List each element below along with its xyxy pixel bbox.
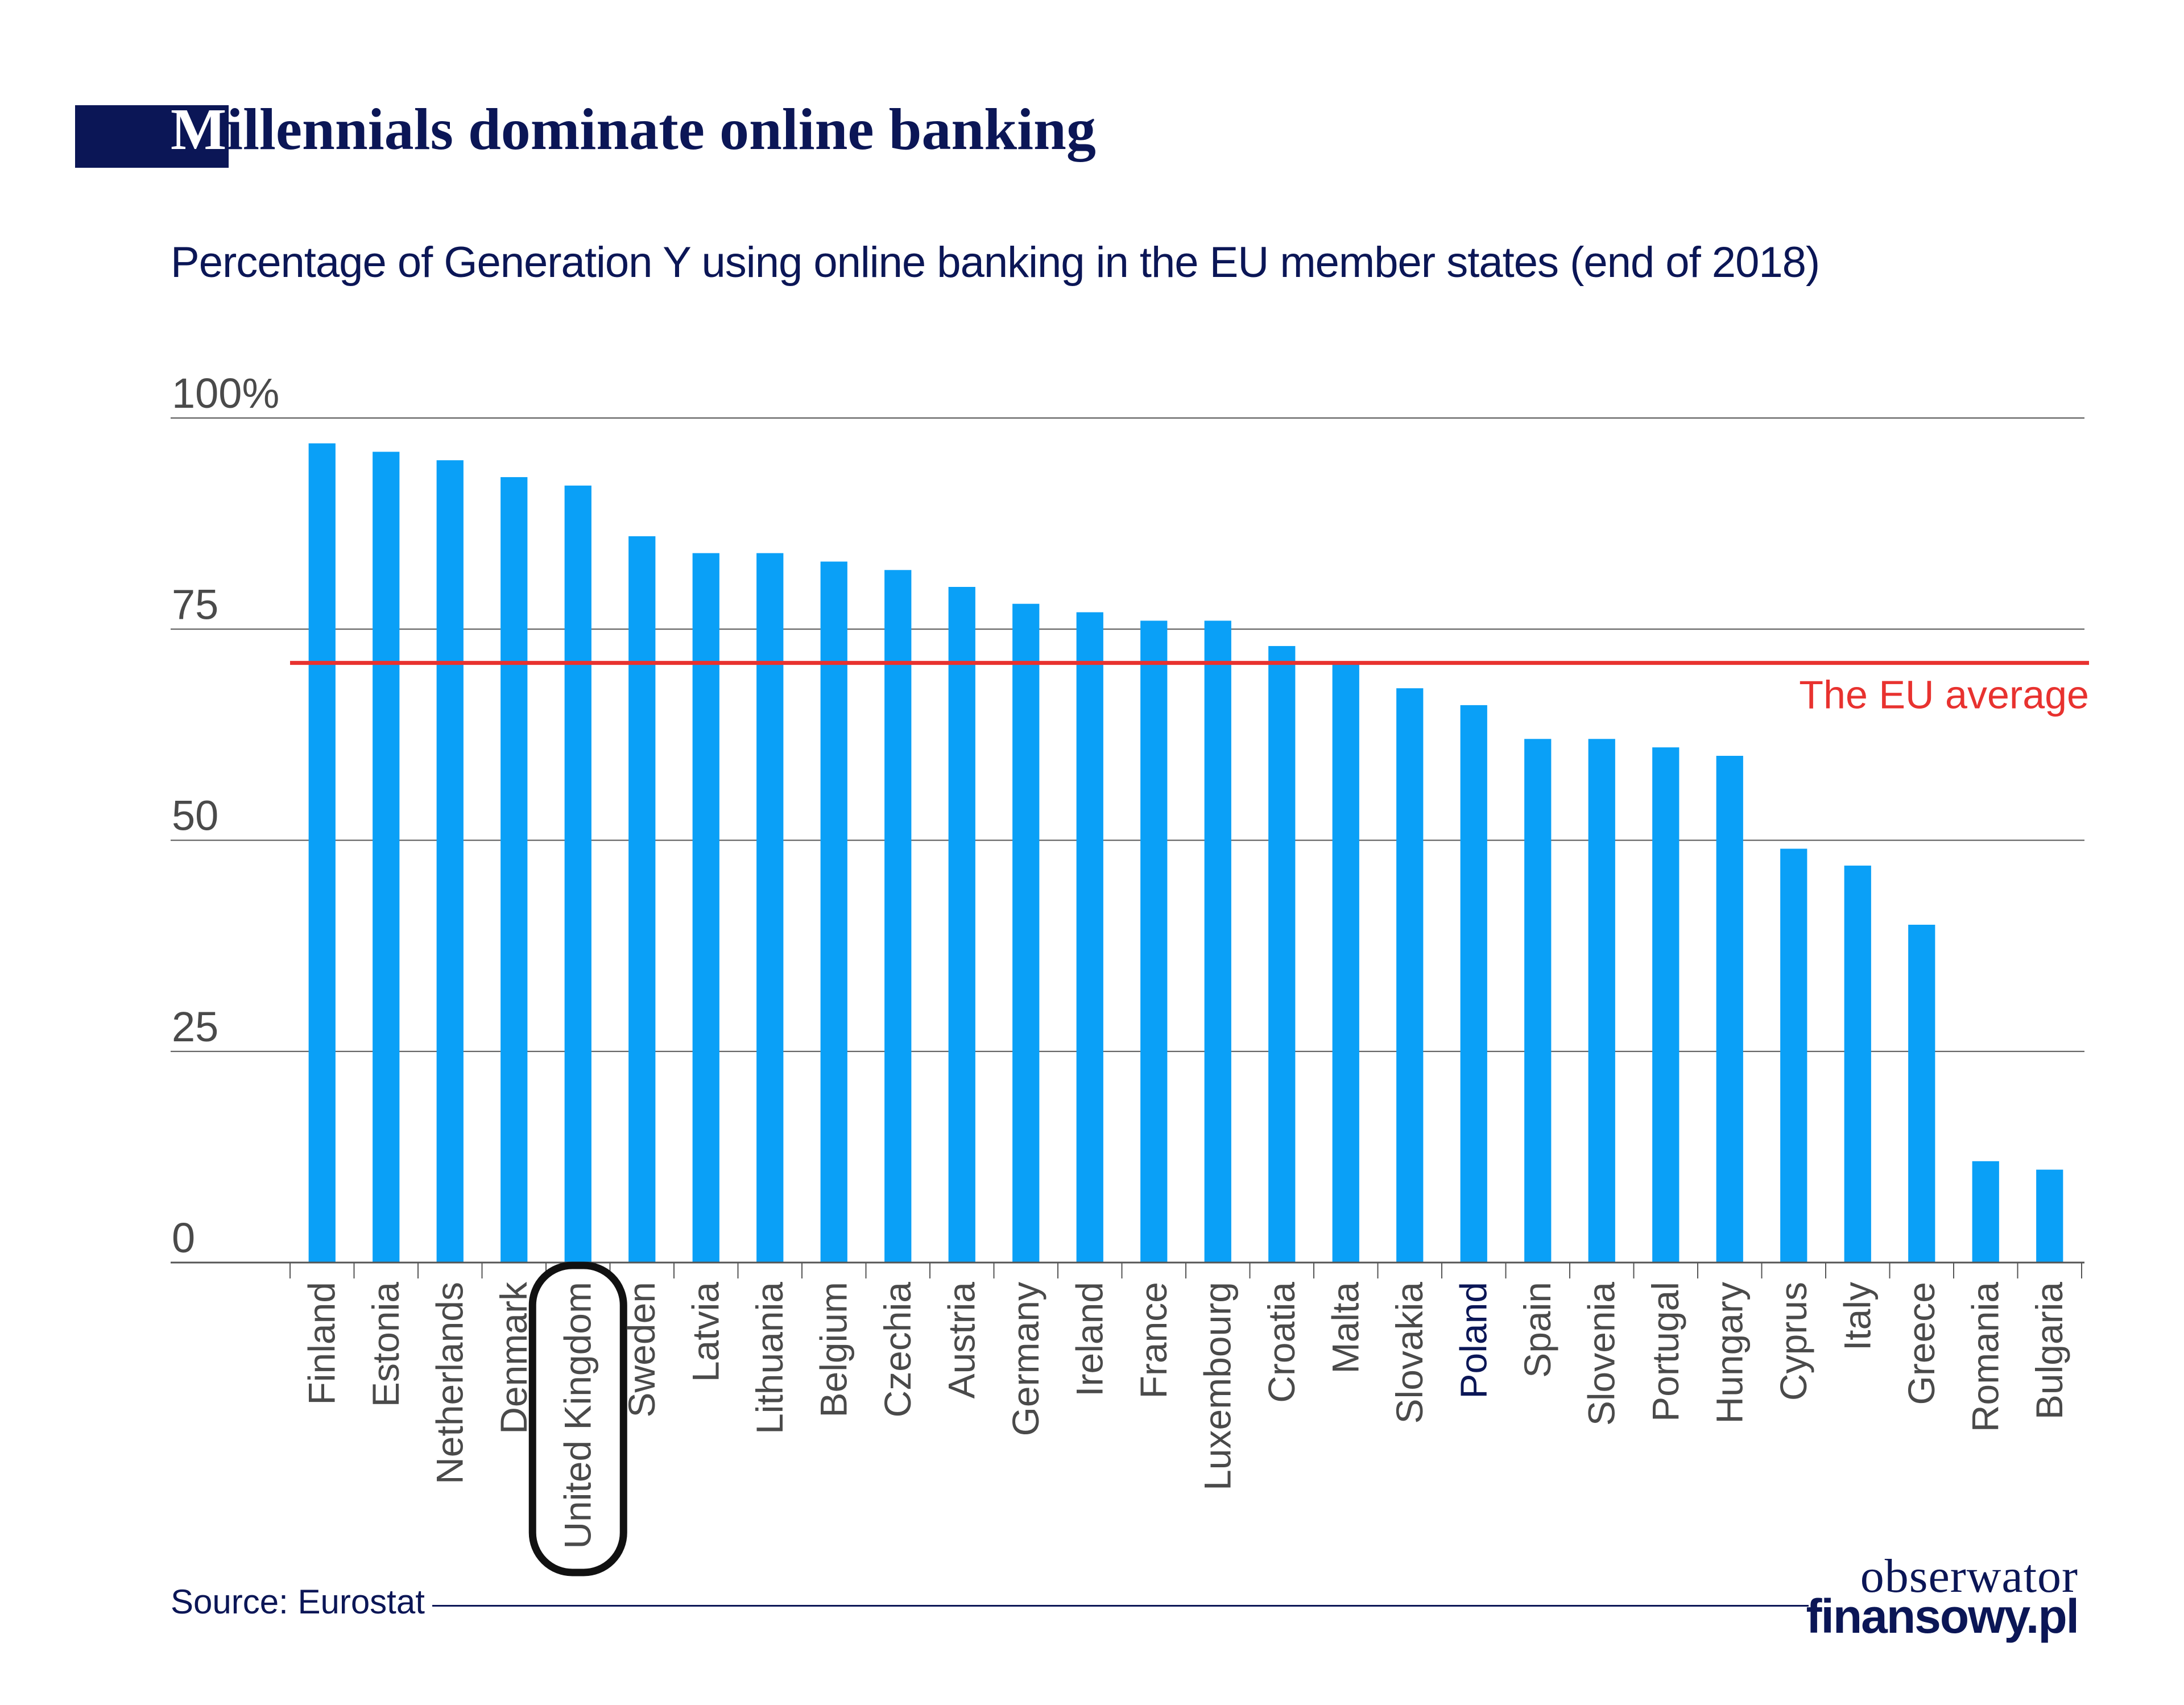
bar	[2036, 1169, 2063, 1263]
x-tick-label: France	[1132, 1282, 1174, 1398]
y-tick-label: 75	[172, 581, 218, 628]
bar	[1588, 739, 1615, 1263]
category-labels: Finland Estonia Netherlands Denmark United K…	[300, 1281, 2070, 1549]
bar	[1396, 688, 1424, 1263]
title-accent-block	[75, 105, 229, 168]
x-axis	[171, 1261, 2084, 1278]
x-tick-label: Italy	[1836, 1282, 1878, 1351]
logo-line-1: obserwator	[1860, 1550, 2078, 1603]
title-first-letter: M	[171, 97, 227, 162]
x-tick-label: Austria	[940, 1282, 982, 1399]
x-tick-label: Slovenia	[1580, 1282, 1622, 1426]
x-tick-label: Greece	[1900, 1282, 1942, 1405]
x-tick-label: Germany	[1004, 1282, 1046, 1436]
highlight-circle-group	[528, 1261, 627, 1576]
x-tick-label: Poland	[1452, 1282, 1494, 1399]
bar	[308, 443, 336, 1263]
x-tick-label: Bulgaria	[2028, 1282, 2070, 1420]
x-tick-label: Latvia	[684, 1282, 726, 1382]
bars	[308, 443, 2063, 1263]
bar	[884, 570, 912, 1263]
x-tick-label: Lithuania	[748, 1282, 791, 1434]
eu-average-line-group: The EU average	[290, 661, 2089, 717]
x-tick-label: Denmark	[493, 1281, 535, 1434]
y-axis-ticks: 0 25 50 75 100%	[172, 370, 279, 1261]
x-tick-label: Slovakia	[1388, 1282, 1430, 1424]
bar	[820, 561, 847, 1263]
y-tick-label: 100%	[172, 370, 279, 417]
bar	[1652, 747, 1680, 1263]
x-tick-label: Belgium	[812, 1282, 854, 1417]
bar	[692, 553, 719, 1263]
bar	[948, 587, 975, 1263]
chart-subtitle: Percentage of Generation Y using online …	[171, 238, 1820, 287]
source-note: Source: Eurostat	[171, 1583, 425, 1621]
x-tick-label: Finland	[300, 1282, 342, 1405]
bar	[1076, 612, 1103, 1263]
x-tick-label: Croatia	[1260, 1282, 1302, 1403]
bar	[1140, 620, 1168, 1263]
bar	[436, 460, 464, 1263]
y-tick-label: 25	[172, 1003, 218, 1050]
x-tick-label: Portugal	[1644, 1282, 1686, 1422]
bar	[756, 553, 784, 1263]
x-tick-label: Sweden	[621, 1282, 663, 1418]
bar	[1844, 866, 1871, 1263]
bar	[1204, 620, 1231, 1263]
publisher-logo: obserwator finansowy.pl	[1806, 1550, 2079, 1643]
y-tick-label: 50	[172, 792, 218, 839]
x-tick-label: Ireland	[1068, 1282, 1110, 1397]
bar	[1972, 1161, 1999, 1263]
bar	[564, 485, 592, 1263]
title-rest: illennials dominate online banking	[226, 97, 1096, 162]
bar	[1908, 925, 1935, 1263]
x-tick-label: Malta	[1324, 1282, 1366, 1374]
bar	[1268, 645, 1296, 1263]
bar	[1332, 663, 1359, 1263]
source-rule	[432, 1605, 1809, 1607]
eu-average-label: The EU average	[1799, 673, 2089, 717]
x-tick-label: Spain	[1516, 1282, 1558, 1378]
logo-line-2: finansowy.pl	[1806, 1590, 2079, 1643]
gridlines	[171, 417, 2084, 1052]
x-tick-label: Netherlands	[428, 1282, 470, 1484]
x-tick-label: Hungary	[1708, 1282, 1750, 1423]
bar	[500, 477, 528, 1263]
united-kingdom-highlight-outline	[528, 1261, 627, 1576]
bar	[373, 452, 400, 1263]
bar	[1012, 603, 1040, 1263]
chart-title: Millennials dominate online banking	[171, 96, 1096, 163]
x-tick-label: Luxembourg	[1196, 1282, 1238, 1491]
x-tick-label: Czechia	[876, 1282, 919, 1418]
x-tick-label: United Kingdom	[556, 1282, 598, 1549]
x-tick-label: Estonia	[365, 1282, 407, 1407]
y-tick-label: 0	[172, 1214, 195, 1261]
bar	[1460, 705, 1487, 1263]
bar	[1716, 756, 1743, 1263]
x-tick-label: Cyprus	[1772, 1282, 1814, 1401]
bar	[1524, 739, 1552, 1263]
x-tick-label: Romania	[1964, 1282, 2006, 1432]
bar	[1780, 849, 1807, 1263]
bar	[628, 536, 656, 1263]
